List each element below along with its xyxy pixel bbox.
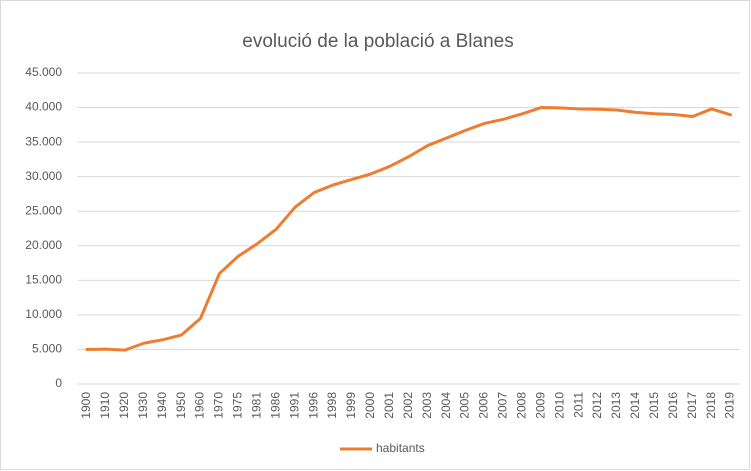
y-tick-label: 5.000 <box>32 342 62 356</box>
x-tick-label: 1986 <box>268 392 282 419</box>
x-tick-label: 2008 <box>514 392 528 419</box>
y-tick-label: 30.000 <box>25 169 62 183</box>
x-tick-label: 2009 <box>533 392 547 419</box>
x-tick-label: 1970 <box>212 392 226 419</box>
y-tick-label: 40.000 <box>25 100 62 114</box>
x-tick-label: 1930 <box>136 392 150 419</box>
x-tick-label: 2013 <box>609 392 623 419</box>
x-tick-label: 1950 <box>174 392 188 419</box>
line <box>85 106 733 352</box>
y-tick-label: 35.000 <box>25 134 62 148</box>
x-tick-label: 2015 <box>647 392 661 419</box>
x-tick-label: 1975 <box>231 392 245 419</box>
x-tick-label: 1920 <box>117 392 131 419</box>
x-tick-label: 2001 <box>382 392 396 419</box>
y-tick-label: 0 <box>55 376 62 390</box>
x-tick-label: 2016 <box>666 392 680 419</box>
x-tick-label: 1940 <box>155 392 169 419</box>
x-tick-label: 2000 <box>363 392 377 419</box>
y-tick-label: 25.000 <box>25 203 62 217</box>
x-tick-label: 2002 <box>401 392 415 419</box>
x-tick-label: 2006 <box>477 392 491 419</box>
x-tick-label: 2017 <box>685 392 699 419</box>
x-tick-label: 1960 <box>193 392 207 419</box>
x-tick-label: 2003 <box>420 392 434 419</box>
y-tick-label: 20.000 <box>25 238 62 252</box>
y-tick-label: 15.000 <box>25 273 62 287</box>
legend-label: habitants <box>376 441 425 455</box>
x-tick-label: 2018 <box>704 392 718 419</box>
x-tick-label: 1981 <box>249 392 263 419</box>
x-tick-label: 2012 <box>590 392 604 419</box>
x-tick-label: 2004 <box>439 392 453 419</box>
x-tick-label: 2014 <box>628 392 642 419</box>
x-tick-label: 1991 <box>287 392 301 419</box>
y-tick-label: 10.000 <box>25 307 62 321</box>
x-tick-label: 1910 <box>98 392 112 419</box>
x-tick-label: 2007 <box>496 392 510 419</box>
x-tick-label: 2005 <box>458 392 472 419</box>
x-tick-label: 1900 <box>79 392 93 419</box>
x-tick-label: 2011 <box>571 392 585 418</box>
x-tick-label: 1999 <box>344 392 358 419</box>
x-tick-label: 2010 <box>552 392 566 419</box>
chart-title: evolució de la població a Blanes <box>242 31 513 52</box>
x-tick-label: 1996 <box>306 392 320 419</box>
y-tick-label: 45.000 <box>25 65 62 79</box>
x-tick-label: 2019 <box>723 392 737 419</box>
x-tick-label: 1998 <box>325 392 339 419</box>
